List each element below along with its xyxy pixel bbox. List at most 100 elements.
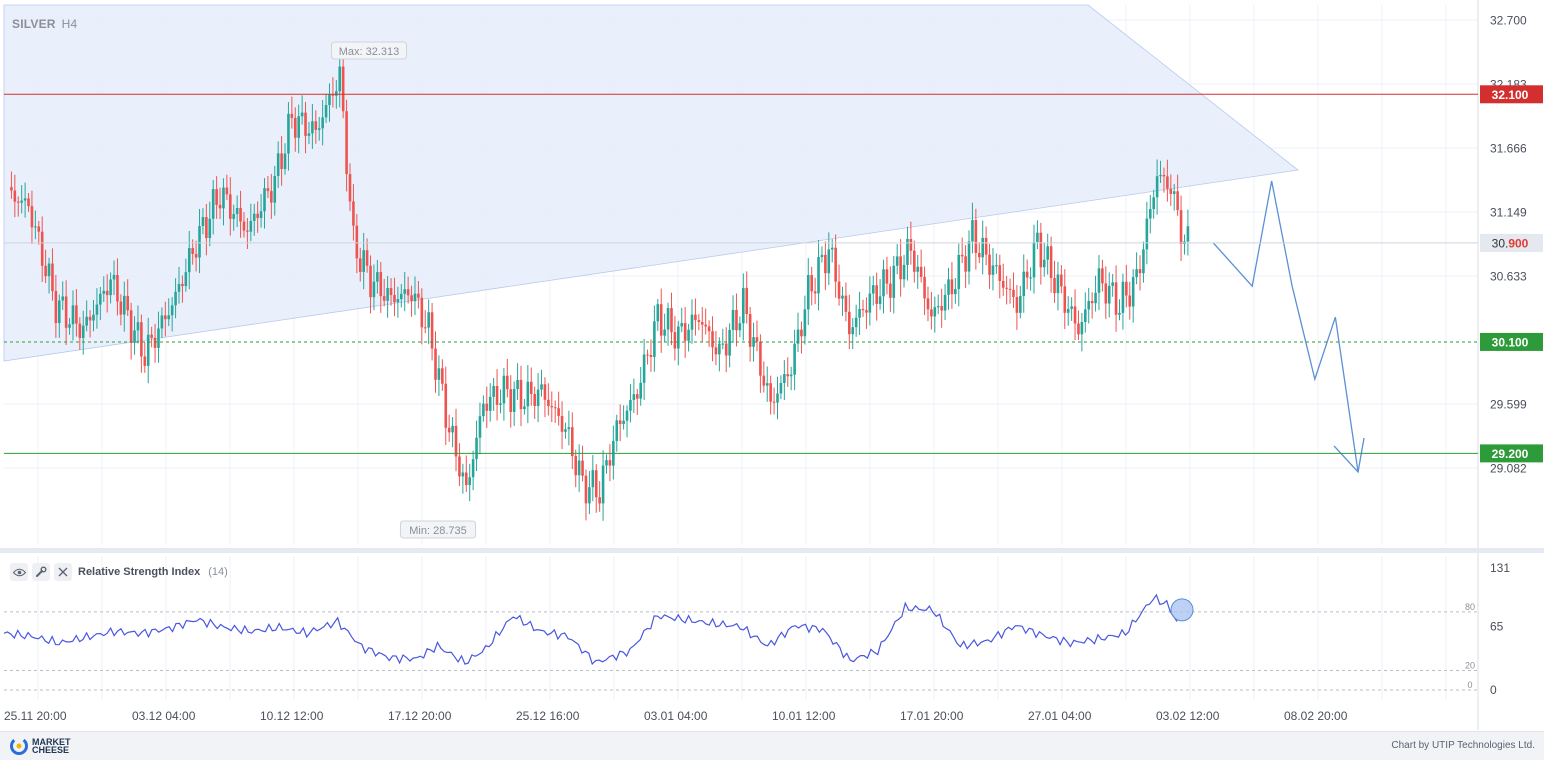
candle-body bbox=[663, 329, 666, 336]
candle-body bbox=[382, 296, 386, 301]
candle bbox=[495, 369, 499, 421]
candle-body bbox=[386, 288, 389, 301]
candle-body bbox=[1169, 188, 1173, 194]
candle-body bbox=[75, 305, 78, 324]
candle-body bbox=[464, 472, 468, 485]
candle bbox=[1125, 264, 1128, 308]
candle bbox=[71, 290, 75, 341]
candle bbox=[492, 377, 495, 411]
candle-body bbox=[229, 194, 232, 219]
candle bbox=[201, 208, 205, 235]
candle bbox=[1053, 260, 1056, 303]
candle bbox=[649, 339, 653, 372]
candle bbox=[270, 173, 273, 219]
candle bbox=[133, 316, 136, 355]
candle bbox=[249, 203, 253, 242]
candle-body bbox=[878, 296, 882, 304]
candle bbox=[451, 416, 454, 448]
candle-body bbox=[560, 415, 564, 432]
candle bbox=[1159, 160, 1162, 184]
candle bbox=[892, 255, 896, 314]
candle-body bbox=[417, 293, 420, 298]
candle bbox=[352, 184, 355, 241]
candle-body bbox=[601, 465, 605, 504]
candle bbox=[164, 301, 167, 337]
candle-body bbox=[352, 201, 355, 226]
candle-body bbox=[16, 201, 20, 203]
candle bbox=[283, 143, 287, 175]
candle-body bbox=[461, 472, 465, 477]
candle bbox=[844, 282, 848, 322]
candle bbox=[259, 193, 263, 228]
candle bbox=[895, 244, 899, 275]
candle bbox=[211, 180, 215, 235]
candle bbox=[1094, 275, 1097, 312]
candle-body bbox=[454, 425, 458, 457]
candle bbox=[584, 469, 588, 521]
candle-body bbox=[13, 190, 17, 202]
candle bbox=[1015, 284, 1019, 330]
candle bbox=[146, 317, 150, 384]
candle-body bbox=[632, 394, 636, 400]
candle-body bbox=[742, 287, 745, 324]
candle bbox=[533, 386, 536, 419]
candle bbox=[112, 260, 116, 296]
candle-body bbox=[403, 289, 407, 294]
candle-body bbox=[916, 266, 920, 272]
symbol-name: SILVER bbox=[12, 17, 56, 31]
candle bbox=[550, 391, 554, 423]
candle-body bbox=[170, 305, 174, 316]
candle-body bbox=[988, 254, 991, 275]
candle bbox=[889, 266, 892, 312]
candle bbox=[434, 331, 437, 393]
candle bbox=[974, 208, 978, 270]
candle bbox=[984, 226, 988, 266]
candle-body bbox=[242, 221, 246, 231]
wrench-icon[interactable] bbox=[32, 563, 50, 581]
candle-body bbox=[783, 374, 786, 383]
close-icon[interactable] bbox=[54, 563, 72, 581]
candle bbox=[899, 239, 902, 297]
candle-body bbox=[482, 403, 485, 417]
candle bbox=[632, 378, 636, 413]
candle bbox=[769, 375, 772, 415]
candle-body bbox=[748, 314, 752, 347]
candle bbox=[919, 249, 923, 283]
candle bbox=[1087, 287, 1091, 324]
candle bbox=[75, 289, 78, 337]
candle-body bbox=[622, 420, 625, 425]
price-tick-label: 29.599 bbox=[1490, 397, 1527, 411]
candle-body bbox=[95, 304, 99, 315]
candle bbox=[711, 316, 714, 362]
candle bbox=[998, 254, 1002, 299]
candle bbox=[824, 241, 827, 290]
price-tick-label: 31.666 bbox=[1490, 142, 1527, 156]
candle-body bbox=[618, 420, 622, 425]
candle bbox=[1001, 263, 1005, 296]
candle bbox=[967, 230, 971, 285]
candle bbox=[232, 204, 236, 231]
candle bbox=[280, 136, 283, 186]
candle-body bbox=[105, 290, 109, 296]
eye-icon[interactable] bbox=[10, 563, 28, 581]
candle-body bbox=[51, 263, 54, 292]
price-tick-label: 30.633 bbox=[1490, 269, 1527, 283]
candle bbox=[865, 297, 868, 329]
candle bbox=[365, 238, 369, 273]
candle-body bbox=[711, 331, 714, 348]
candle bbox=[1179, 195, 1183, 262]
candle-body bbox=[776, 393, 779, 403]
candle bbox=[184, 258, 188, 292]
candle bbox=[1090, 292, 1094, 319]
candle bbox=[379, 261, 383, 313]
candle-body bbox=[492, 386, 495, 397]
candle-body bbox=[23, 198, 27, 201]
candle bbox=[198, 208, 201, 274]
candle-body bbox=[892, 265, 896, 298]
candle bbox=[540, 369, 543, 397]
candle-body bbox=[502, 375, 506, 404]
min-marker-box bbox=[399, 520, 477, 539]
candle bbox=[906, 226, 909, 281]
rsi-level-label: 80 bbox=[1465, 602, 1475, 612]
